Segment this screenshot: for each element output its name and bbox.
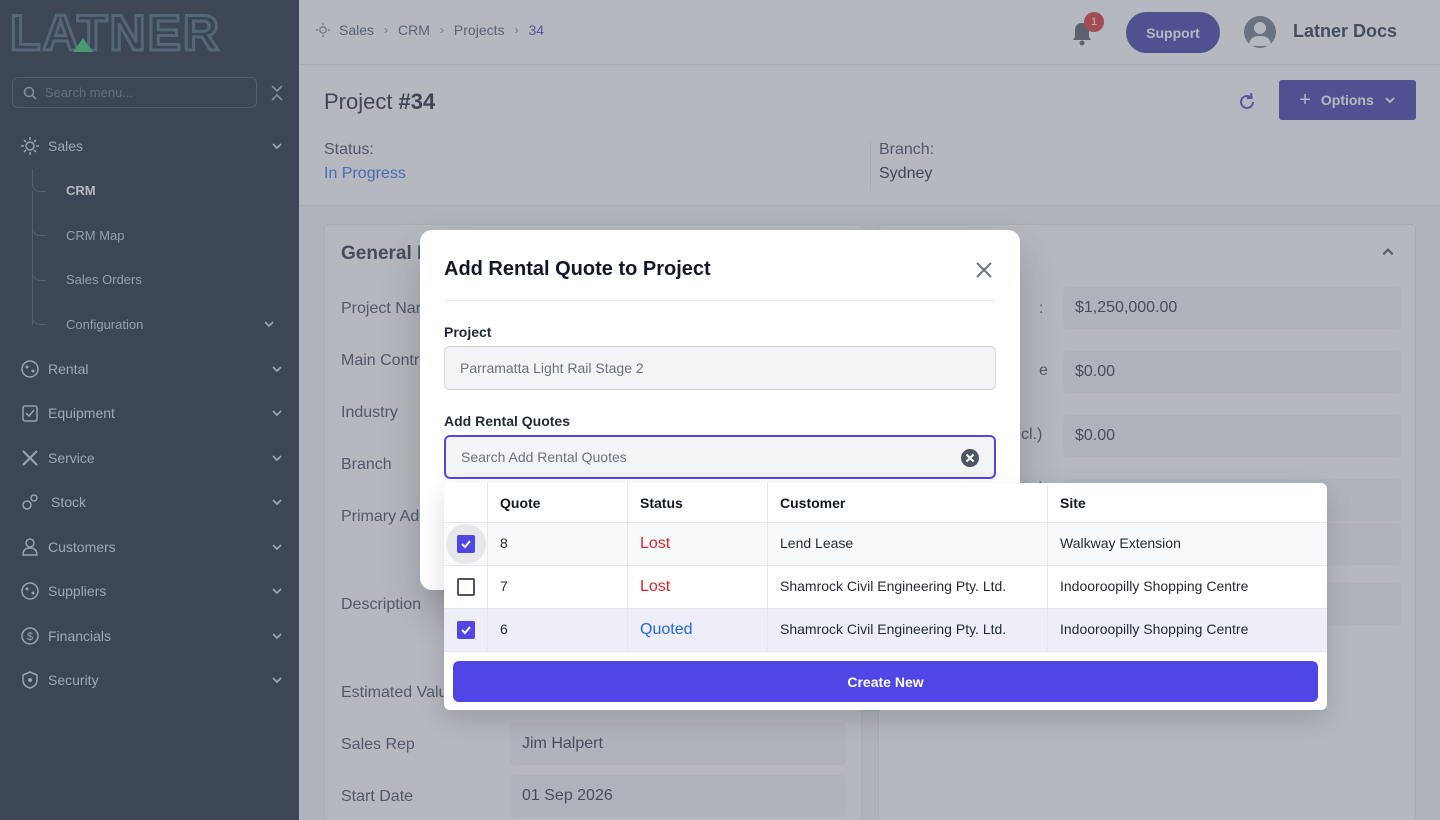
rental-quotes-search-input[interactable]: Search Add Rental Quotes — [444, 435, 996, 479]
status-cell: Lost — [627, 566, 767, 608]
divider — [444, 300, 996, 301]
search-placeholder: Search Add Rental Quotes — [461, 449, 627, 465]
clear-icon[interactable] — [960, 448, 980, 468]
table-header: Quote Status Customer Site — [444, 483, 1327, 523]
column-header[interactable]: Status — [627, 483, 767, 522]
column-header[interactable]: Customer — [767, 483, 1047, 522]
modal-title: Add Rental Quote to Project — [444, 258, 711, 280]
checkbox-checked[interactable] — [456, 535, 475, 553]
customer-cell: Shamrock Civil Engineering Pty. Ltd. — [767, 566, 1047, 608]
table-row[interactable]: 8 Lost Lend Lease Walkway Extension — [444, 523, 1327, 566]
quote-cell: 8 — [487, 523, 627, 565]
project-field-label: Project — [444, 324, 492, 340]
table-row[interactable]: 7 Lost Shamrock Civil Engineering Pty. L… — [444, 566, 1327, 609]
row-select[interactable] — [444, 566, 487, 608]
site-cell: Indooroopilly Shopping Centre — [1047, 566, 1327, 608]
status-cell: Quoted — [627, 609, 767, 651]
rental-quotes-label: Add Rental Quotes — [444, 413, 571, 429]
project-field: Parramatta Light Rail Stage 2 — [444, 346, 996, 390]
column-header[interactable]: Quote — [487, 483, 627, 522]
customer-cell: Lend Lease — [767, 523, 1047, 565]
row-select[interactable] — [444, 609, 487, 651]
status-cell: Lost — [627, 523, 767, 565]
customer-cell: Shamrock Civil Engineering Pty. Ltd. — [767, 609, 1047, 651]
site-cell: Indooroopilly Shopping Centre — [1047, 609, 1327, 651]
column-header[interactable]: Site — [1047, 483, 1327, 522]
quote-results-dropdown: Quote Status Customer Site 8 Lost Lend L… — [444, 483, 1327, 710]
close-icon[interactable] — [974, 260, 994, 280]
quote-cell: 6 — [487, 609, 627, 651]
create-new-button[interactable]: Create New — [453, 661, 1318, 702]
select-column-header — [444, 483, 487, 522]
table-row[interactable]: 6 Quoted Shamrock Civil Engineering Pty.… — [444, 609, 1327, 652]
site-cell: Walkway Extension — [1047, 523, 1327, 565]
checkbox-checked[interactable] — [456, 621, 475, 639]
row-select[interactable] — [444, 523, 487, 565]
checkbox-unchecked[interactable] — [456, 578, 475, 596]
quote-cell: 7 — [487, 566, 627, 608]
